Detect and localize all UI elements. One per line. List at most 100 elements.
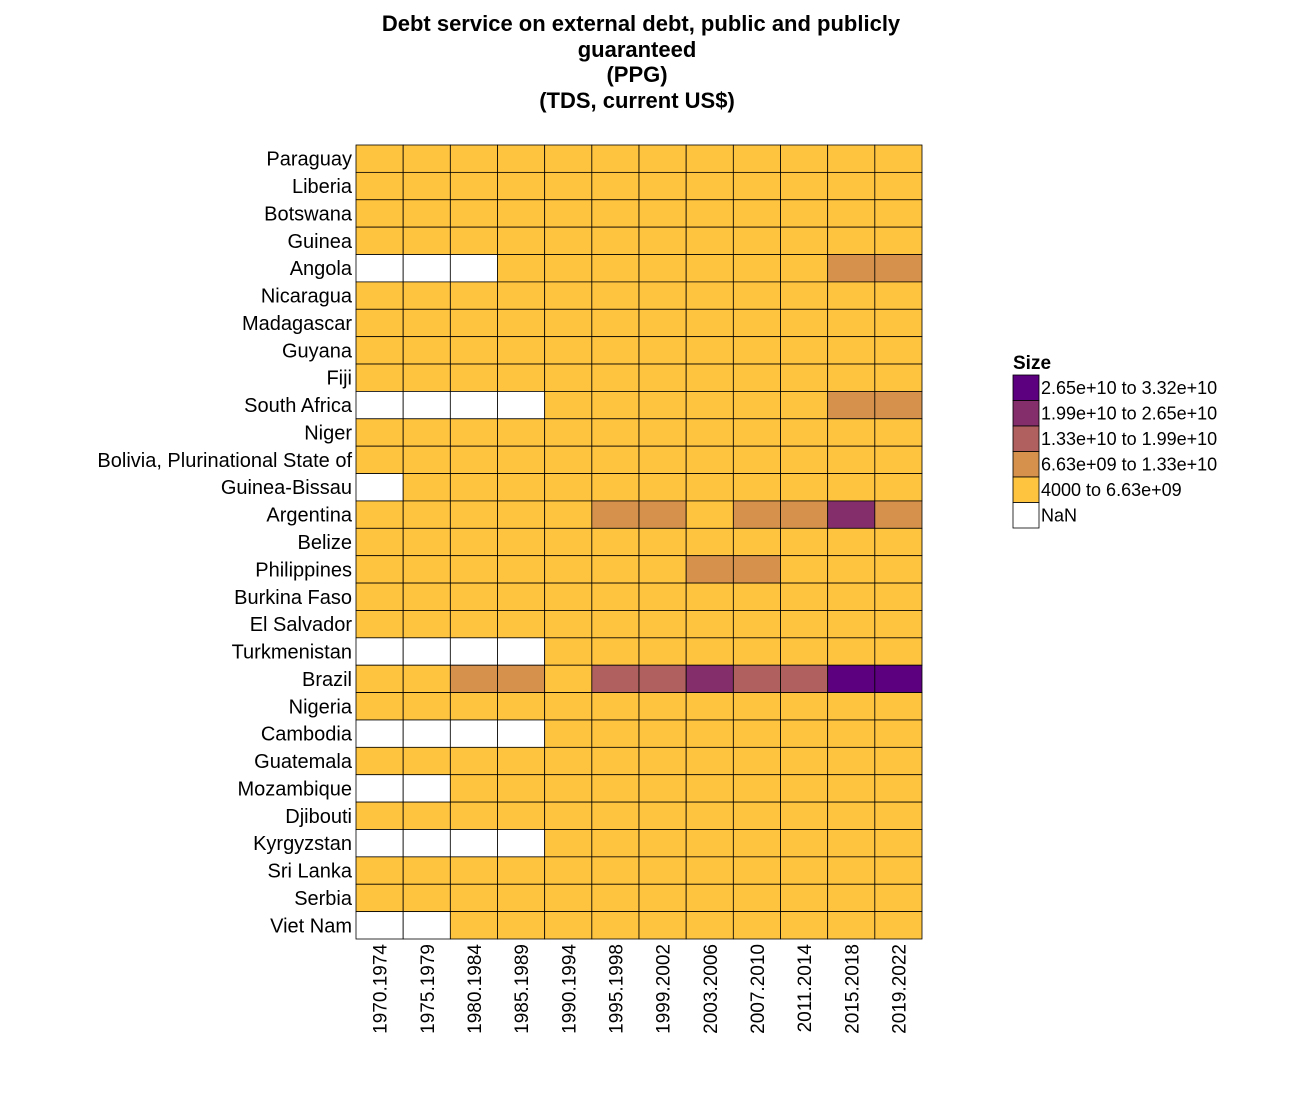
legend-label: NaN xyxy=(1041,505,1077,525)
heatmap-cell xyxy=(544,391,593,420)
heatmap-cell xyxy=(638,719,687,748)
heatmap-cell xyxy=(591,391,640,420)
heatmap-cell xyxy=(685,199,734,228)
heatmap-cell xyxy=(685,555,734,584)
heatmap-cell xyxy=(685,692,734,721)
heatmap-cell xyxy=(355,418,404,447)
heatmap-cell xyxy=(402,445,451,474)
heatmap-cell xyxy=(402,883,451,913)
chart-title: Debt service on external debt, public an… xyxy=(382,11,901,113)
row-label: Cambodia xyxy=(261,724,353,746)
heatmap-cell xyxy=(874,883,923,913)
heatmap-cell xyxy=(638,308,687,338)
heatmap-cell xyxy=(732,363,781,392)
heatmap-cell xyxy=(355,801,404,830)
heatmap-cell xyxy=(827,719,876,748)
row-label: Guinea-Bissau xyxy=(221,477,352,499)
heatmap-cell xyxy=(355,254,404,283)
column-labels: 1970.1974 1975.1979 1980.1984 1985.1989 1990… xyxy=(371,944,911,1034)
heatmap-cell xyxy=(544,883,593,913)
heatmap-cell xyxy=(732,473,781,502)
heatmap-cell xyxy=(591,555,640,584)
heatmap-cell xyxy=(497,829,546,858)
heatmap-cell xyxy=(355,610,404,639)
heatmap-cell xyxy=(732,692,781,721)
heatmap-cell xyxy=(827,363,876,392)
heatmap-cell xyxy=(402,719,451,748)
heatmap-cell xyxy=(449,610,498,639)
heatmap-cell xyxy=(732,664,781,693)
heatmap-cell xyxy=(638,144,687,173)
legend-swatch xyxy=(1012,476,1040,503)
heatmap-cell xyxy=(544,418,593,447)
heatmap-cell xyxy=(638,199,687,228)
heatmap-cell xyxy=(497,555,546,584)
heatmap-cell xyxy=(638,254,687,283)
heatmap-cell xyxy=(355,856,404,885)
heatmap-cell xyxy=(685,500,734,529)
heatmap-cell xyxy=(591,308,640,338)
heatmap-cell xyxy=(780,445,829,474)
heatmap-cell xyxy=(780,801,829,830)
heatmap-cell xyxy=(449,719,498,748)
heatmap-cell xyxy=(449,363,498,392)
column-label: 1995.1998 xyxy=(606,944,627,1034)
heatmap-cell xyxy=(874,719,923,748)
row-label: Angola xyxy=(290,258,353,280)
heatmap-cell xyxy=(874,254,923,283)
heatmap-cell xyxy=(732,308,781,338)
row-label: Viet Nam xyxy=(270,915,352,937)
heatmap-cell xyxy=(449,226,498,255)
heatmap-cell xyxy=(638,610,687,639)
heatmap-cell xyxy=(732,774,781,803)
heatmap-cell xyxy=(591,664,640,693)
heatmap-cell xyxy=(449,281,498,310)
heatmap-cell xyxy=(685,527,734,557)
heatmap-cell xyxy=(449,171,498,201)
heatmap-cell xyxy=(732,418,781,447)
heatmap-cell xyxy=(780,500,829,529)
heatmap-cell xyxy=(591,883,640,913)
column-label: 2019.2022 xyxy=(889,944,910,1034)
heatmap-cell xyxy=(544,746,593,776)
heatmap-cell xyxy=(685,226,734,255)
heatmap-cell xyxy=(591,829,640,858)
heatmap-cell xyxy=(732,829,781,858)
heatmap-cell xyxy=(874,199,923,228)
heatmap-cell xyxy=(402,281,451,310)
heatmap-cell xyxy=(685,664,734,693)
heatmap-cell xyxy=(732,610,781,639)
heatmap-cell xyxy=(497,746,546,776)
heatmap-cell xyxy=(827,199,876,228)
heatmap-cell xyxy=(685,883,734,913)
heatmap-cell xyxy=(402,473,451,502)
column-label: 1980.1984 xyxy=(465,944,486,1034)
heatmap-cell xyxy=(544,856,593,885)
column-label: 1999.2002 xyxy=(654,944,675,1034)
column-label: 1990.1994 xyxy=(559,944,580,1034)
heatmap-cell xyxy=(355,144,404,173)
column-label: 1985.1989 xyxy=(512,944,533,1034)
heatmap-cell xyxy=(638,911,687,940)
heatmap-cell xyxy=(355,664,404,693)
heatmap-cell xyxy=(497,637,546,666)
heatmap-cell xyxy=(827,746,876,776)
heatmap-cell xyxy=(544,664,593,693)
heatmap-cell xyxy=(544,719,593,748)
legend-label: 2.65e+10 to 3.32e+10 xyxy=(1041,378,1217,398)
row-label: Fiji xyxy=(326,368,352,390)
heatmap-cell xyxy=(544,555,593,584)
heatmap-cell xyxy=(780,664,829,693)
heatmap-cell xyxy=(780,774,829,803)
heatmap-cell xyxy=(780,226,829,255)
heatmap-cell xyxy=(497,144,546,173)
row-label: Nigeria xyxy=(289,696,353,718)
heatmap-cell xyxy=(780,883,829,913)
heatmap-cell xyxy=(591,610,640,639)
heatmap-cell xyxy=(874,746,923,776)
heatmap-cell xyxy=(732,582,781,611)
column-label: 2007.2010 xyxy=(748,944,769,1034)
heatmap-cell xyxy=(497,308,546,338)
heatmap-cells xyxy=(355,144,923,940)
